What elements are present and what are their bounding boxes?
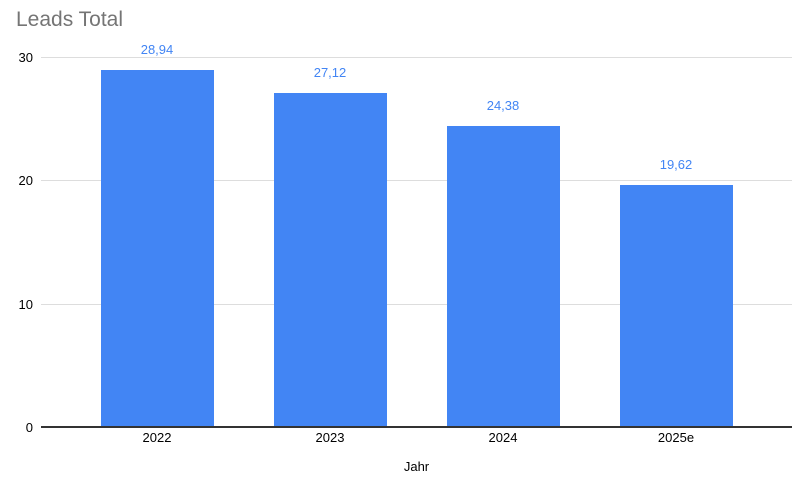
gridline-y-20 — [41, 180, 792, 181]
bar-2025e[interactable] — [620, 185, 733, 427]
chart-title: Leads Total — [16, 8, 124, 31]
x-axis-baseline — [41, 426, 792, 428]
y-axis-tick-label: 0 — [25, 420, 33, 435]
x-axis-tick-label-2024: 2024 — [488, 430, 518, 445]
bar-value-label-2023: 27,12 — [313, 65, 347, 80]
x-axis-title: Jahr — [403, 459, 430, 474]
x-axis-tick-label-2025e: 2025e — [657, 430, 695, 445]
bar-value-label-2024: 24,38 — [486, 98, 520, 113]
y-axis-tick-label: 10 — [18, 297, 33, 312]
y-axis-tick-label: 20 — [18, 173, 33, 188]
bar-2024[interactable] — [447, 126, 560, 427]
bar-value-label-2022: 28,94 — [140, 42, 174, 57]
x-axis-tick-label-2022: 2022 — [142, 430, 172, 445]
bar-value-label-2025e: 19,62 — [659, 157, 693, 172]
y-axis-tick-label: 30 — [18, 50, 33, 65]
x-axis-tick-label-2023: 2023 — [315, 430, 345, 445]
bar-2022[interactable] — [101, 70, 214, 427]
gridline-y-30 — [41, 57, 792, 58]
bar-2023[interactable] — [274, 93, 387, 427]
gridline-y-10 — [41, 304, 792, 305]
